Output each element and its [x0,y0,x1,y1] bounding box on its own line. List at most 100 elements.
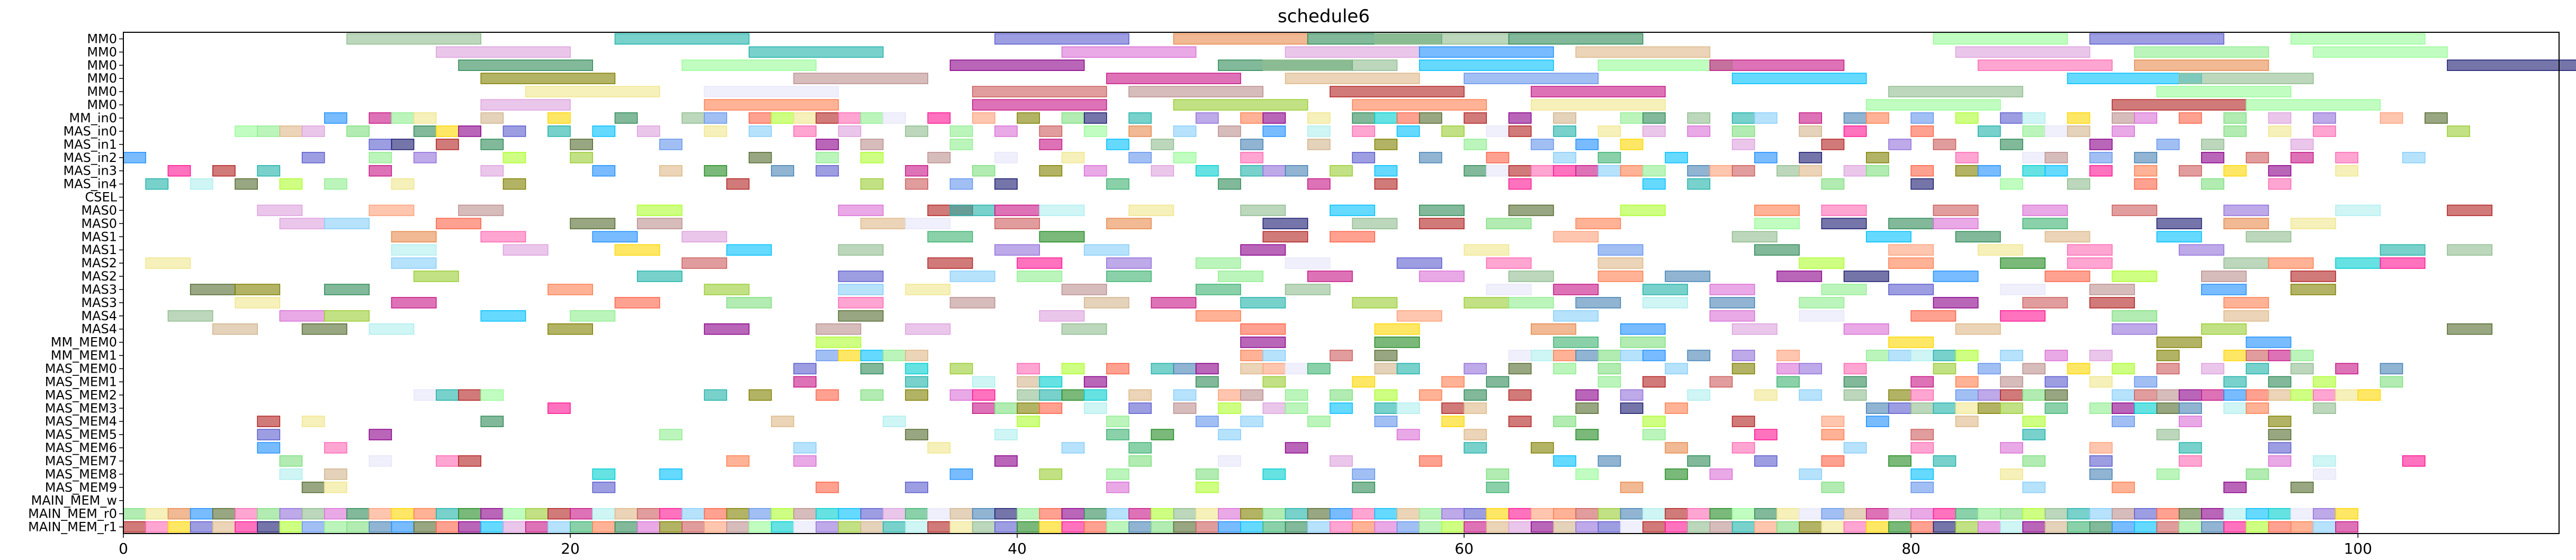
task-bar [2089,521,2113,533]
task-bar [391,231,437,242]
task-bar [1262,468,1286,480]
task-bar [547,125,571,137]
task-bar [838,521,861,533]
task-bar [1553,508,1576,520]
task-bar [2134,389,2158,401]
task-bar [2246,508,2269,520]
y-tick-label: MAS2 [81,269,117,284]
task-bar [1910,468,1934,480]
task-bar [1843,521,1867,533]
task-bar [1508,416,1532,427]
task-bar [2067,112,2090,124]
task-bar [838,297,884,309]
task-bar [1419,112,1442,124]
task-bar [1530,508,1554,520]
task-bar [324,521,347,533]
task-bar [391,112,415,124]
task-bar [972,99,1107,111]
task-bar [1039,521,1063,533]
task-bar [369,429,392,440]
task-bar [2268,508,2292,520]
task-bar [2201,270,2247,282]
task-bar [2156,363,2180,375]
task-bar [1352,297,1398,309]
task-bar [1441,508,1465,520]
task-bar [1352,112,1376,124]
task-bar [636,270,683,282]
task-bar [2067,125,2090,137]
task-bar [1464,363,1487,375]
task-bar [1642,508,1666,520]
task-bar [1285,442,1308,454]
task-bar [2178,455,2202,467]
task-bar [726,297,772,309]
task-bar [2201,152,2224,164]
task-bar [994,455,1018,467]
task-bar [2112,416,2135,427]
task-bar [1083,521,1107,533]
task-bar [1464,389,1487,401]
task-bar [1575,349,1599,362]
task-bar [2268,521,2292,533]
task-bar [1352,508,1376,520]
task-bar [1128,455,1152,467]
task-bar [1530,442,1554,454]
task-bar [1285,363,1308,375]
task-bar [1687,165,1711,177]
task-bar [1843,165,1867,177]
task-bar [949,270,995,282]
task-bar [1754,204,1800,216]
task-bar [1843,270,1889,282]
task-bar [1776,270,1823,282]
task-bar [1396,402,1420,414]
task-bar [2000,310,2046,322]
task-bar [324,178,347,190]
task-bar [1106,521,1129,533]
task-bar [1530,139,1554,150]
y-tick-label: MAS_MEM8 [45,467,117,482]
task-bar [1441,521,1465,533]
task-bar [1061,508,1085,520]
task-bar [1642,416,1666,427]
y-tick-label: MAS_MEM7 [45,454,117,468]
task-bar [1285,46,1420,58]
task-bar [2178,521,2202,533]
task-bar [1240,336,1286,348]
task-bar [1262,376,1286,388]
task-bar [1240,508,1264,520]
task-bar [2067,244,2113,256]
task-bar [2223,112,2247,124]
task-bar [502,244,549,256]
task-bar [1285,165,1308,177]
y-tick-label: MM_MEM1 [51,348,117,363]
task-bar [1799,468,1823,480]
task-bar [1888,508,1911,520]
task-bar [2044,402,2068,414]
task-bar [145,178,169,190]
task-bar [1530,86,1666,97]
task-bar [1061,363,1085,375]
task-bar [2134,402,2158,414]
task-bar [1128,442,1152,454]
task-bar [726,178,750,190]
task-bar [1151,508,1174,520]
task-bar [346,521,370,533]
task-bar [994,521,1018,533]
task-bar [1731,231,1778,242]
task-bar [413,152,437,164]
x-tick-label: 20 [561,540,580,557]
task-bar [1486,521,1510,533]
task-bar [1128,86,1264,97]
task-bar [1307,112,1331,124]
task-bar [1374,323,1420,335]
y-tick-label: MM0 [87,71,117,86]
task-bar [1553,336,1599,348]
task-bar [815,508,839,520]
task-bar [1419,455,1442,467]
task-bar [480,389,504,401]
task-bar [436,455,459,467]
task-bar [1330,231,1376,242]
task-bar [1553,455,1576,467]
task-bar [1195,310,1241,322]
task-bar [1396,429,1420,440]
